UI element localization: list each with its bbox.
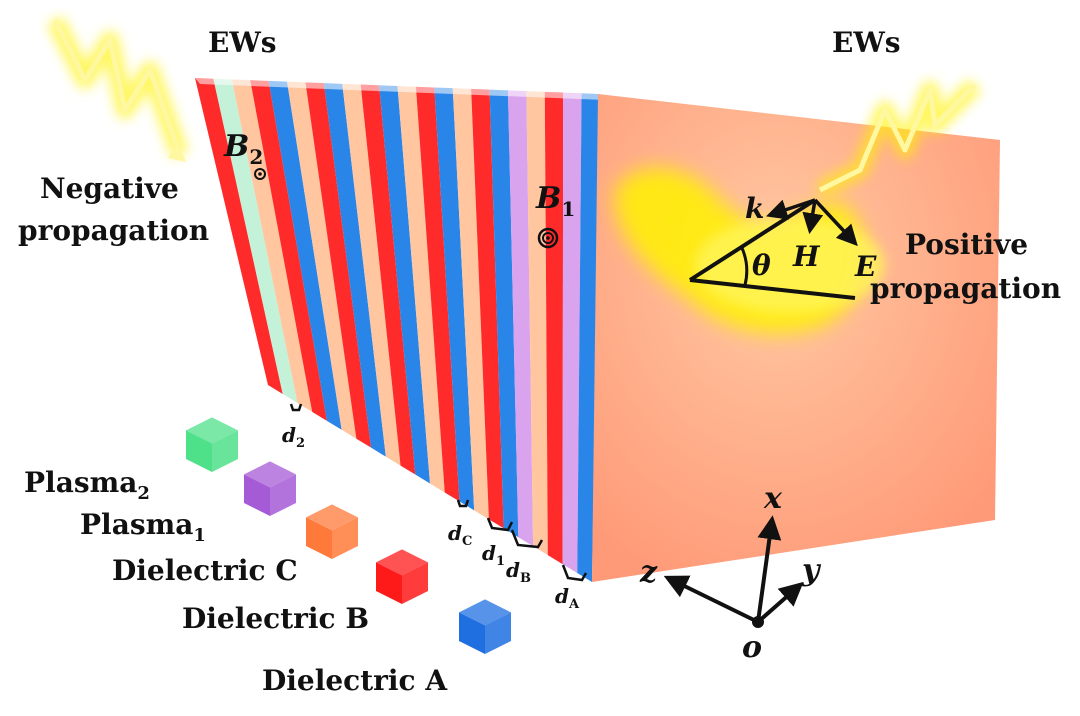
b2-marker-icon [254,168,266,180]
layer-stripe [379,85,430,484]
origin-label: o [742,630,762,665]
negative-propagation-line2: propagation [18,214,209,247]
ews-wave-right-icon [815,78,982,199]
y-axis-label: y [801,553,822,588]
legend-cube [244,461,296,516]
layer-stripe [471,88,504,529]
legend-cubes [186,417,511,654]
legend-cube [376,549,428,604]
legend-cube [186,417,238,472]
layer-stripe [250,80,327,421]
layer-stripe [397,86,445,493]
layer-stripe [434,87,475,511]
layer-stripe [452,88,489,520]
wave-vectors [688,198,858,300]
thickness-brackets [289,403,588,582]
layer-stripe [231,79,313,412]
positive-propagation-line2: propagation [870,272,1061,305]
x-axis-label: x [763,481,783,516]
legend-label-plasma-2: Plasma2 [24,466,150,504]
legend-cube [306,504,358,559]
slab-front-face [592,94,1000,582]
db-label: dB [506,558,531,586]
layer-stripe [323,83,386,457]
layer-stripe [342,83,401,466]
z-axis-label: z [639,555,658,590]
layer-stripe [577,93,600,582]
layer-stripe [544,91,564,565]
ews-left-label: EWs [208,26,277,59]
negative-propagation-line1: Negative [40,172,179,205]
h-field-label: H [792,240,821,273]
layer-stripe [213,78,298,403]
legend-label-plasma-1: Plasma1 [80,508,206,546]
layer-stripe [507,90,534,547]
legend-label-dielectric-a: Dielectric A [262,664,448,697]
b2-label: B2 [223,129,263,169]
e-field-label: E [854,250,877,283]
coordinate-axes [663,515,804,628]
layer-stripes [195,78,600,582]
legend-label-dielectric-b: Dielectric B [182,602,369,635]
layer-stripe [526,91,548,556]
layer-stripe [195,78,283,394]
b1-label: B1 [535,181,575,221]
layer-stripe [562,92,582,574]
layer-stripe [305,82,372,448]
layer-stripe [268,80,342,430]
ews-right-label: EWs [832,26,901,59]
d1-label: d1 [482,541,505,569]
b1-marker-icon [537,227,559,249]
layer-stripe [287,81,357,439]
layer-stripe [489,89,519,538]
dc-label: dC [448,521,472,549]
da-label: dA [555,584,580,612]
d2-label: d2 [282,423,305,451]
theta-angle-label: θ [752,249,771,282]
layer-stripe [415,86,460,502]
legend-cube [459,599,511,654]
positive-propagation-line1: Positive [905,228,1028,261]
k-vector-label: k [745,192,764,225]
legend-label-dielectric-c: Dielectric C [112,554,298,587]
layer-stripe [360,84,416,475]
slab-top-edge [195,78,612,100]
ews-wave-left-icon [46,15,189,162]
